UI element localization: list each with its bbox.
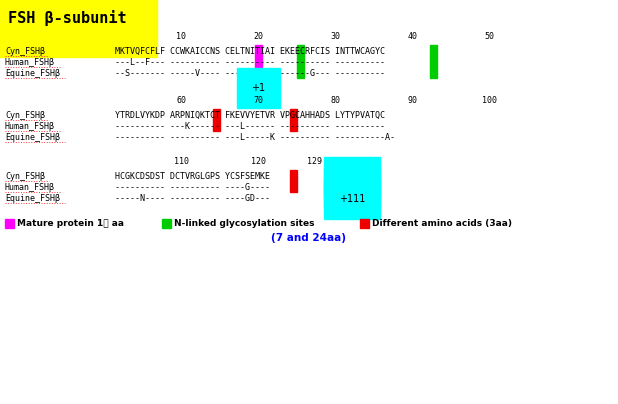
Bar <box>213 109 220 120</box>
Text: 100: 100 <box>482 96 497 105</box>
Text: +111: +111 <box>339 183 365 193</box>
Text: +111: +111 <box>339 194 365 204</box>
Bar <box>297 45 304 56</box>
Text: +111: +111 <box>339 172 365 182</box>
Text: 110: 110 <box>174 157 189 166</box>
Text: ---------- ---------- ----G----: ---------- ---------- ----G---- <box>115 183 270 192</box>
Text: Human_FSHβ: Human_FSHβ <box>5 58 55 67</box>
Text: 20: 20 <box>253 32 263 41</box>
Text: --S------- -----V---- ---------V ------G--- ----------: --S------- -----V---- ---------V ------G… <box>115 69 385 78</box>
Text: 90: 90 <box>407 96 418 105</box>
Bar <box>430 45 437 56</box>
Bar <box>290 109 297 120</box>
Bar <box>297 67 304 78</box>
Text: Equine_FSHβ: Equine_FSHβ <box>5 69 60 78</box>
Bar <box>255 45 262 56</box>
Text: FSH β-subunit: FSH β-subunit <box>8 10 127 26</box>
Text: Cyn_FSHβ: Cyn_FSHβ <box>5 111 45 120</box>
Text: 50: 50 <box>485 32 494 41</box>
Bar <box>255 67 262 78</box>
Text: 30: 30 <box>331 32 341 41</box>
Text: Different amino acids (3aa): Different amino acids (3aa) <box>372 219 512 228</box>
Text: -----N---- ---------- ----GD---: -----N---- ---------- ----GD--- <box>115 194 270 203</box>
Text: 129: 129 <box>307 157 322 166</box>
Text: 120: 120 <box>251 157 266 166</box>
Bar <box>162 219 171 228</box>
Bar <box>213 120 220 131</box>
Text: 60: 60 <box>177 96 187 105</box>
Text: ---L--F--- ---------- ---------- ---------- ----------: ---L--F--- ---------- ---------- -------… <box>115 58 385 67</box>
Text: ---------- ---------- ---L-----K ---------- ----------A-: ---------- ---------- ---L-----K -------… <box>115 133 395 142</box>
Bar <box>430 56 437 67</box>
Bar <box>297 56 304 67</box>
Bar <box>360 219 369 228</box>
Text: N-linked glycosylation sites: N-linked glycosylation sites <box>174 219 315 228</box>
Text: Human_FSHβ: Human_FSHβ <box>5 183 55 192</box>
Text: (7 and 24aa): (7 and 24aa) <box>271 233 347 243</box>
Bar <box>290 181 297 192</box>
Text: MKTVQFCFLF CCWKAICCNS CELTNITIAI EKEECRFCIS INTTWCAGYC: MKTVQFCFLF CCWKAICCNS CELTNITIAI EKEECRF… <box>115 47 385 56</box>
Text: YTRDLVYKDP ARPNIQKTCT FKEVVYETVR VPGCAHHADS LYTYPVATQC: YTRDLVYKDP ARPNIQKTCT FKEVVYETVR VPGCAHH… <box>115 111 385 120</box>
Text: Human_FSHβ: Human_FSHβ <box>5 122 55 131</box>
Bar <box>290 170 297 181</box>
Bar <box>5 219 14 228</box>
Text: +1: +1 <box>252 83 266 93</box>
Text: Equine_FSHβ: Equine_FSHβ <box>5 133 60 142</box>
Text: HCGKCDSDST DCTVRGLGPS YCSFSEMKE: HCGKCDSDST DCTVRGLGPS YCSFSEMKE <box>115 172 270 181</box>
Text: ---------- ---K------ ---L------ ---------- ----------: ---------- ---K------ ---L------ -------… <box>115 122 385 131</box>
Text: 10: 10 <box>177 32 187 41</box>
Text: Equine_FSHβ: Equine_FSHβ <box>5 194 60 203</box>
Text: 80: 80 <box>331 96 341 105</box>
Bar <box>430 67 437 78</box>
Text: 70: 70 <box>253 96 263 105</box>
Text: Cyn_FSHβ: Cyn_FSHβ <box>5 172 45 181</box>
Bar <box>255 56 262 67</box>
Text: Mature protein 1번 aa: Mature protein 1번 aa <box>17 219 124 228</box>
Text: 40: 40 <box>407 32 418 41</box>
Text: Cyn_FSHβ: Cyn_FSHβ <box>5 47 45 56</box>
Bar <box>290 120 297 131</box>
